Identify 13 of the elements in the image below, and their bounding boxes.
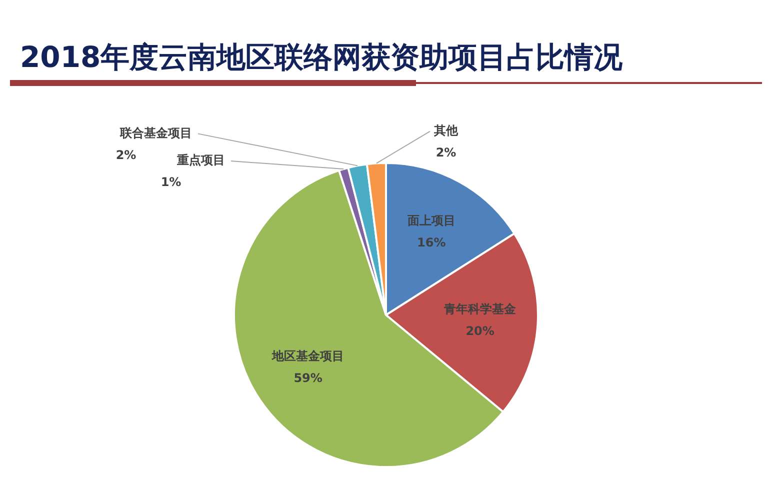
data-label: 2%	[436, 145, 456, 160]
data-label: 59%	[294, 371, 322, 386]
data-label: 20%	[466, 324, 494, 338]
data-label: 1%	[160, 175, 182, 190]
slice-label: 面上项目	[406, 214, 456, 228]
chart-title: 2018年度云南地区联络网获资助项目占比情况	[20, 39, 623, 76]
data-label: 16%	[417, 236, 446, 250]
slice-label: 其他	[433, 123, 459, 138]
slice-label: 联合基金项目	[119, 126, 192, 140]
slice-label: 重点项目	[176, 153, 225, 168]
slice-label: 地区基金项目	[271, 349, 344, 364]
slice-label: 青年科学基金	[443, 302, 518, 316]
data-label: 2%	[116, 148, 136, 162]
